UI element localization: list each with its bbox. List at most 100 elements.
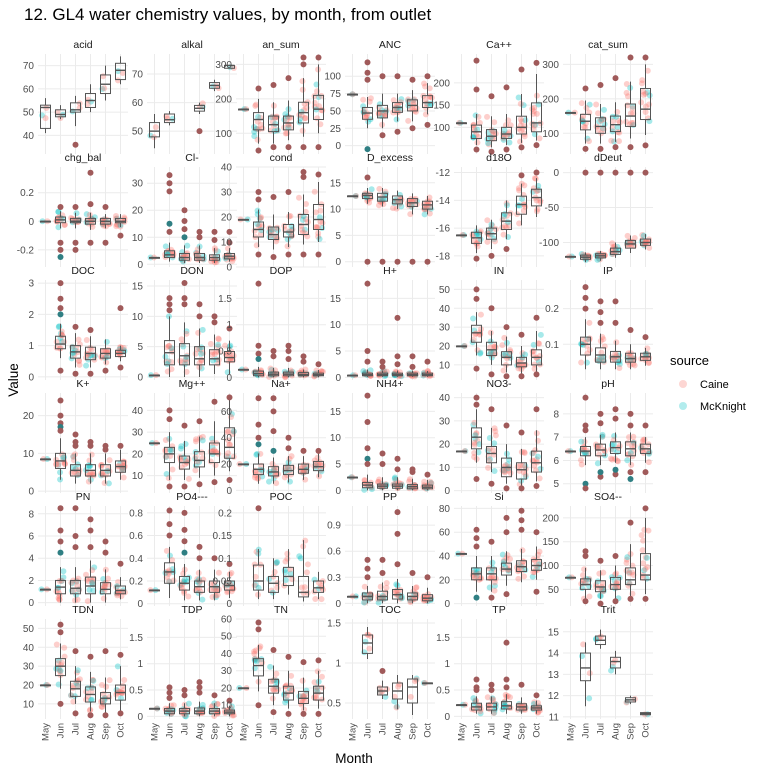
outlier-point [181, 692, 188, 699]
data-point [212, 247, 219, 254]
data-point [407, 693, 414, 700]
data-point [61, 460, 68, 467]
x-tick-label: May [150, 723, 161, 741]
data-point [361, 583, 368, 590]
y-tick-label: 0.2 [545, 304, 559, 315]
outlier-point [87, 527, 94, 534]
y-tick-label: 200 [542, 94, 559, 105]
data-point [471, 125, 478, 132]
data-point [530, 341, 537, 348]
data-point [301, 226, 308, 233]
outlier-point [473, 535, 480, 542]
data-point [646, 92, 653, 99]
y-tick-label: 1.5 [218, 294, 232, 305]
data-point [599, 431, 606, 438]
outlier-point [364, 280, 371, 287]
outlier-point [364, 418, 371, 425]
y-tick-label: 50 [330, 106, 342, 117]
y-tick-label: 150 [433, 101, 450, 112]
data-point [215, 586, 222, 593]
facet-strip-label: Na+ [271, 378, 291, 390]
data-point [536, 135, 543, 142]
data-point [583, 104, 590, 111]
data-point [585, 138, 592, 145]
outlier-point [597, 420, 604, 427]
outlier-point [394, 361, 401, 368]
data-point [271, 226, 278, 233]
outlier-point [72, 505, 79, 512]
data-point [598, 115, 605, 122]
data-point [55, 660, 62, 667]
outlier-point [488, 93, 495, 100]
data-point [53, 588, 60, 595]
data-point [477, 228, 484, 235]
outlier-point [285, 251, 292, 258]
outlier-point [166, 689, 173, 696]
y-tick-label: 50 [548, 585, 560, 596]
data-point [515, 575, 522, 582]
outlier-point [473, 526, 480, 533]
data-point [298, 701, 305, 708]
data-point [101, 85, 108, 92]
outlier-point [473, 295, 480, 302]
outlier-point [270, 428, 277, 435]
data-point [319, 107, 326, 114]
data-point [595, 126, 602, 133]
data-point [522, 567, 529, 574]
data-point [316, 235, 323, 242]
data-point [487, 329, 494, 336]
panel-d18o: d18O -18 -16 -14 -12 [436, 152, 544, 267]
data-point [596, 451, 603, 458]
outlier-point [473, 543, 480, 550]
outlier-point [300, 659, 307, 666]
data-point [393, 101, 400, 108]
box-iqr [595, 117, 606, 134]
data-point [103, 683, 110, 690]
data-point [42, 115, 49, 122]
y-tick-label: 15 [548, 627, 560, 638]
box-iqr [580, 336, 591, 356]
data-point [644, 67, 651, 74]
outlier-point [102, 367, 109, 374]
data-point [492, 575, 499, 582]
data-point [501, 334, 508, 341]
data-point [100, 583, 107, 590]
data-point [69, 682, 76, 689]
outlier-point [612, 553, 619, 559]
outlier-point [518, 66, 525, 73]
y-tick-label: 40 [221, 433, 233, 444]
outlier-point [72, 204, 79, 210]
outlier-point [57, 629, 64, 636]
outlier-point [582, 284, 589, 291]
data-point [502, 222, 509, 229]
outlier-point [627, 144, 634, 151]
data-point [517, 138, 524, 145]
data-point [579, 342, 586, 349]
data-point [209, 435, 216, 442]
data-point [491, 425, 498, 432]
data-point [535, 358, 542, 365]
data-point [502, 122, 509, 129]
data-point [304, 561, 311, 568]
outlier-point [364, 69, 371, 76]
outlier-point [364, 565, 371, 572]
data-point [115, 462, 122, 469]
data-point [361, 599, 368, 606]
data-point [313, 367, 320, 374]
outlier-point [255, 505, 262, 512]
data-point [288, 453, 295, 460]
data-point [296, 194, 303, 201]
data-point [299, 216, 306, 223]
outlier-point [597, 600, 604, 607]
y-tick-label: 15 [132, 282, 144, 293]
y-tick-label: 5 [553, 479, 559, 490]
data-point [484, 113, 491, 120]
data-point [609, 240, 616, 247]
outlier-point [394, 314, 401, 321]
data-point [613, 339, 620, 346]
data-point [215, 343, 222, 350]
y-tick-label: 0.6 [129, 531, 143, 542]
data-point [120, 458, 127, 465]
y-tick-label: 100 [324, 72, 341, 83]
outlier-point [488, 594, 495, 601]
